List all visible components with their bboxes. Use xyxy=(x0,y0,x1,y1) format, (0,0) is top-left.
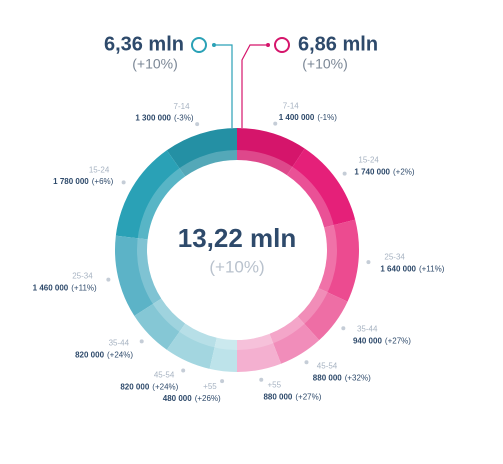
age-label: +55 xyxy=(203,382,217,391)
male-total: 6,36 mln xyxy=(104,33,184,55)
value-change: (-3%) xyxy=(174,114,194,123)
dot xyxy=(266,43,270,47)
label-dot xyxy=(106,277,111,282)
value-label: 940 000 (+27%) xyxy=(353,336,411,345)
value: 820 000 xyxy=(75,351,104,360)
segment xyxy=(237,333,282,372)
age-label: 35-44 xyxy=(109,339,130,348)
value-change: (+27%) xyxy=(295,393,321,402)
segment xyxy=(209,337,237,372)
label-dot xyxy=(220,379,225,384)
value-change: (+26%) xyxy=(195,394,221,403)
value-change: (+32%) xyxy=(345,374,371,383)
female-connector xyxy=(241,44,266,128)
label-dot xyxy=(304,360,309,365)
age-label: +55 xyxy=(267,381,281,390)
value-label: 480 000 (+26%) xyxy=(163,394,221,403)
age-label: 7-14 xyxy=(283,101,300,110)
label-dot xyxy=(273,121,278,126)
inner-band xyxy=(137,150,337,350)
male-change: (+10%) xyxy=(132,56,178,72)
center-change: (+10%) xyxy=(209,257,264,276)
female-icon xyxy=(274,37,290,53)
value: 1 640 000 xyxy=(380,264,416,273)
label-dot xyxy=(259,377,264,382)
age-label: 15-24 xyxy=(358,156,379,165)
age-label: 25-34 xyxy=(384,252,405,261)
male-icon xyxy=(191,37,207,53)
value-label: 1 780 000 (+6%) xyxy=(53,177,113,186)
value-change: (+24%) xyxy=(107,351,133,360)
value: 820 000 xyxy=(120,383,149,392)
center-total: 13,22 mln xyxy=(178,223,297,253)
value: 940 000 xyxy=(353,336,382,345)
label-dot xyxy=(181,368,186,373)
value-change: (+27%) xyxy=(385,336,411,345)
value-change: (+11%) xyxy=(71,283,97,292)
value: 880 000 xyxy=(263,393,292,402)
value-change: (+2%) xyxy=(393,168,415,177)
value: 480 000 xyxy=(163,394,192,403)
value-label: 880 000 (+32%) xyxy=(313,374,371,383)
value: 1 460 000 xyxy=(33,283,69,292)
segment xyxy=(166,323,217,369)
female-change: (+10%) xyxy=(302,56,348,72)
value-label: 1 400 000 (-1%) xyxy=(279,113,337,122)
age-label: 7-14 xyxy=(174,102,191,111)
male-connector xyxy=(216,44,233,128)
age-label: 35-44 xyxy=(357,324,378,333)
segment xyxy=(166,128,237,177)
value-label: 1 460 000 (+11%) xyxy=(33,283,97,292)
segment xyxy=(115,235,162,316)
label-dot xyxy=(121,180,126,185)
segment xyxy=(269,316,320,364)
age-label: 45-54 xyxy=(317,362,338,371)
value-change: (+6%) xyxy=(92,177,114,186)
value-label: 1 640 000 (+11%) xyxy=(380,264,444,273)
age-label: 45-54 xyxy=(154,371,175,380)
label-dot xyxy=(139,339,144,344)
value: 1 780 000 xyxy=(53,177,89,186)
value-label: 820 000 (+24%) xyxy=(120,383,178,392)
value-change: (-1%) xyxy=(317,113,337,122)
value-change: (+11%) xyxy=(419,264,445,273)
value-label: 1 300 000 (-3%) xyxy=(135,114,193,123)
value-change: (+24%) xyxy=(152,383,178,392)
value: 1 400 000 xyxy=(279,113,315,122)
value: 880 000 xyxy=(313,374,342,383)
segment xyxy=(115,150,186,240)
ring xyxy=(115,128,359,372)
label-dot xyxy=(342,171,347,176)
value: 1 740 000 xyxy=(354,168,390,177)
age-label: 15-24 xyxy=(89,165,110,174)
value: 1 300 000 xyxy=(135,114,171,123)
value-label: 1 740 000 (+2%) xyxy=(354,168,414,177)
label-dot xyxy=(366,260,371,265)
segment xyxy=(318,219,359,302)
segment xyxy=(237,128,305,176)
value-label: 820 000 (+24%) xyxy=(75,351,133,360)
female-total: 6,86 mln xyxy=(298,33,378,55)
label-dot xyxy=(195,122,200,127)
value-label: 880 000 (+27%) xyxy=(263,393,321,402)
label-dot xyxy=(341,326,346,331)
dot xyxy=(212,43,216,47)
segment xyxy=(297,288,348,341)
segment xyxy=(286,148,356,228)
age-label: 25-34 xyxy=(72,271,93,280)
segment xyxy=(134,298,186,350)
